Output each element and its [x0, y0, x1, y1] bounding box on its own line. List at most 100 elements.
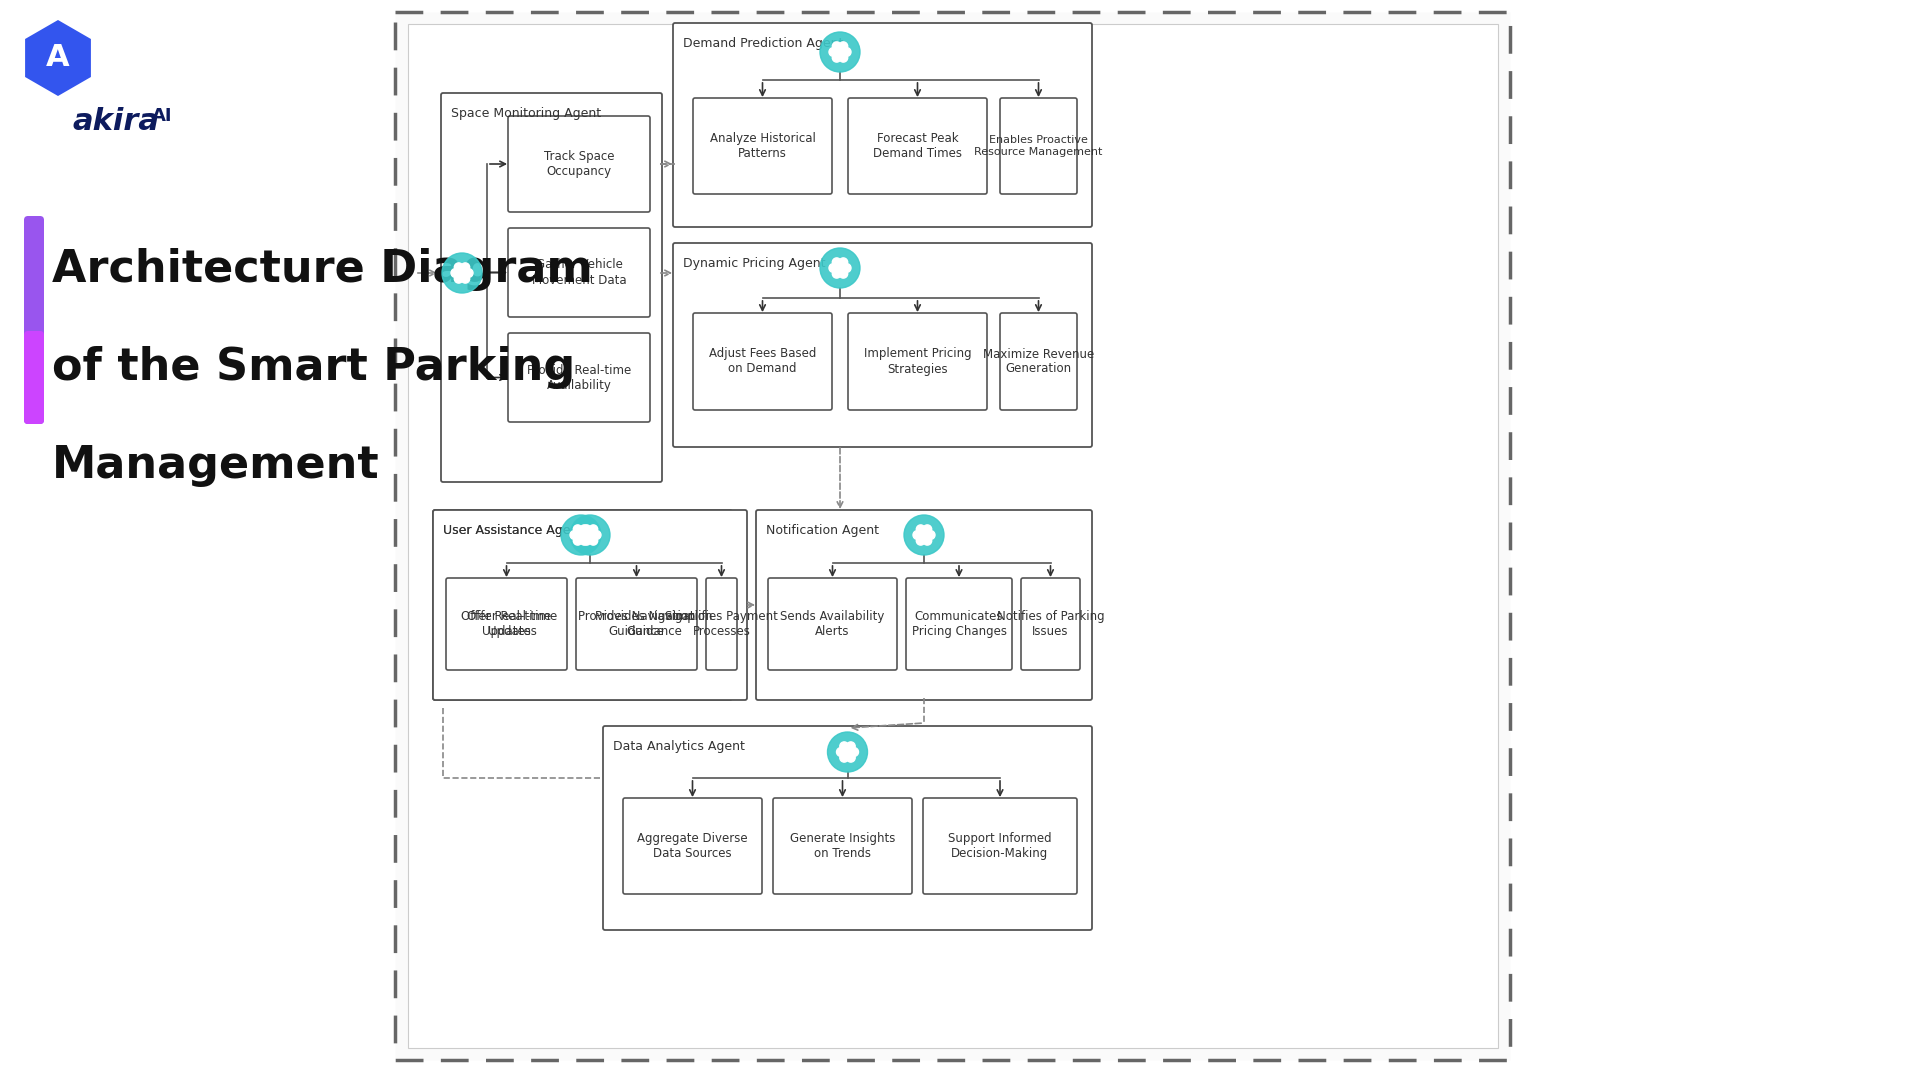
Text: Demand Prediction Agent: Demand Prediction Agent	[684, 37, 843, 50]
FancyBboxPatch shape	[509, 333, 651, 422]
Text: Gather Vehicle
Movement Data: Gather Vehicle Movement Data	[532, 258, 626, 286]
FancyBboxPatch shape	[693, 313, 831, 410]
Circle shape	[851, 747, 858, 756]
FancyBboxPatch shape	[434, 510, 732, 700]
Text: A: A	[46, 43, 69, 72]
FancyBboxPatch shape	[442, 93, 662, 482]
FancyBboxPatch shape	[693, 98, 831, 194]
Text: Provides Navigation
Guidance: Provides Navigation Guidance	[595, 610, 712, 638]
Circle shape	[831, 269, 841, 279]
Circle shape	[570, 530, 578, 539]
Text: Offer Real-time
Updates: Offer Real-time Updates	[467, 610, 557, 638]
Circle shape	[570, 515, 611, 555]
Circle shape	[839, 42, 849, 51]
Circle shape	[582, 537, 591, 545]
FancyBboxPatch shape	[588, 578, 720, 670]
Circle shape	[820, 248, 860, 288]
Circle shape	[576, 530, 586, 539]
Circle shape	[847, 742, 854, 751]
Circle shape	[580, 530, 588, 539]
Circle shape	[561, 515, 601, 555]
Circle shape	[574, 525, 582, 534]
Circle shape	[574, 537, 582, 545]
Circle shape	[829, 264, 837, 272]
Text: Notification Agent: Notification Agent	[766, 524, 879, 537]
Circle shape	[839, 53, 849, 63]
FancyBboxPatch shape	[396, 12, 1509, 1059]
Circle shape	[835, 48, 845, 56]
Circle shape	[582, 525, 591, 534]
Circle shape	[847, 754, 854, 762]
Text: User Assistance Agent: User Assistance Agent	[444, 524, 584, 537]
FancyBboxPatch shape	[576, 578, 697, 670]
FancyBboxPatch shape	[906, 578, 1012, 670]
Circle shape	[924, 537, 931, 545]
Circle shape	[839, 742, 849, 751]
Text: akira: akira	[73, 107, 159, 136]
Circle shape	[457, 269, 467, 278]
Text: Dynamic Pricing Agent: Dynamic Pricing Agent	[684, 257, 826, 270]
FancyBboxPatch shape	[674, 23, 1092, 227]
Text: Analyze Historical
Patterns: Analyze Historical Patterns	[710, 132, 816, 160]
Circle shape	[584, 530, 591, 539]
Text: Offer Real-time
Updates: Offer Real-time Updates	[461, 610, 551, 638]
Circle shape	[924, 525, 931, 534]
Text: Simplifies Payment
Processes: Simplifies Payment Processes	[664, 610, 778, 638]
Text: Enables Proactive
Resource Management: Enables Proactive Resource Management	[973, 135, 1102, 157]
Circle shape	[925, 530, 935, 539]
Text: AI: AI	[152, 107, 173, 125]
Circle shape	[589, 525, 597, 534]
FancyBboxPatch shape	[849, 313, 987, 410]
Circle shape	[828, 732, 868, 772]
FancyBboxPatch shape	[622, 798, 762, 894]
Circle shape	[916, 537, 925, 545]
Text: Track Space
Occupancy: Track Space Occupancy	[543, 150, 614, 178]
Text: of the Smart Parking: of the Smart Parking	[52, 346, 576, 389]
Circle shape	[829, 48, 837, 56]
Text: Sends Availability
Alerts: Sends Availability Alerts	[780, 610, 885, 638]
Circle shape	[837, 747, 845, 756]
Text: Data Analytics Agent: Data Analytics Agent	[612, 740, 745, 753]
Polygon shape	[25, 21, 90, 96]
Circle shape	[843, 264, 851, 272]
Text: Aggregate Diverse
Data Sources: Aggregate Diverse Data Sources	[637, 832, 747, 860]
Circle shape	[461, 262, 470, 272]
FancyBboxPatch shape	[1000, 98, 1077, 194]
Circle shape	[461, 274, 470, 283]
Circle shape	[831, 53, 841, 63]
FancyBboxPatch shape	[407, 24, 1498, 1048]
Circle shape	[589, 537, 597, 545]
Circle shape	[831, 42, 841, 51]
Text: Provides Navigation
Guidance: Provides Navigation Guidance	[578, 610, 695, 638]
Circle shape	[843, 48, 851, 56]
Circle shape	[843, 747, 852, 756]
FancyBboxPatch shape	[23, 216, 44, 424]
Circle shape	[839, 754, 849, 762]
Text: Generate Insights
on Trends: Generate Insights on Trends	[789, 832, 895, 860]
FancyBboxPatch shape	[674, 243, 1092, 447]
FancyBboxPatch shape	[434, 510, 747, 700]
FancyBboxPatch shape	[924, 798, 1077, 894]
FancyBboxPatch shape	[707, 578, 737, 670]
Circle shape	[451, 269, 459, 278]
Circle shape	[904, 515, 945, 555]
Text: Forecast Peak
Demand Times: Forecast Peak Demand Times	[874, 132, 962, 160]
Text: Implement Pricing
Strategies: Implement Pricing Strategies	[864, 348, 972, 376]
Circle shape	[465, 269, 472, 278]
Circle shape	[442, 253, 482, 293]
Text: Management: Management	[52, 444, 380, 487]
Circle shape	[455, 274, 463, 283]
FancyBboxPatch shape	[509, 116, 651, 212]
Text: Space Monitoring Agent: Space Monitoring Agent	[451, 107, 601, 120]
Text: Support Informed
Decision-Making: Support Informed Decision-Making	[948, 832, 1052, 860]
Text: Provide Real-time
Availability: Provide Real-time Availability	[526, 364, 632, 391]
Circle shape	[580, 537, 589, 545]
Circle shape	[920, 530, 929, 539]
Circle shape	[916, 525, 925, 534]
Text: User Assistance Agent: User Assistance Agent	[444, 524, 584, 537]
Circle shape	[455, 262, 463, 272]
FancyBboxPatch shape	[768, 578, 897, 670]
Circle shape	[580, 525, 589, 534]
Text: Adjust Fees Based
on Demand: Adjust Fees Based on Demand	[708, 348, 816, 376]
FancyBboxPatch shape	[849, 98, 987, 194]
